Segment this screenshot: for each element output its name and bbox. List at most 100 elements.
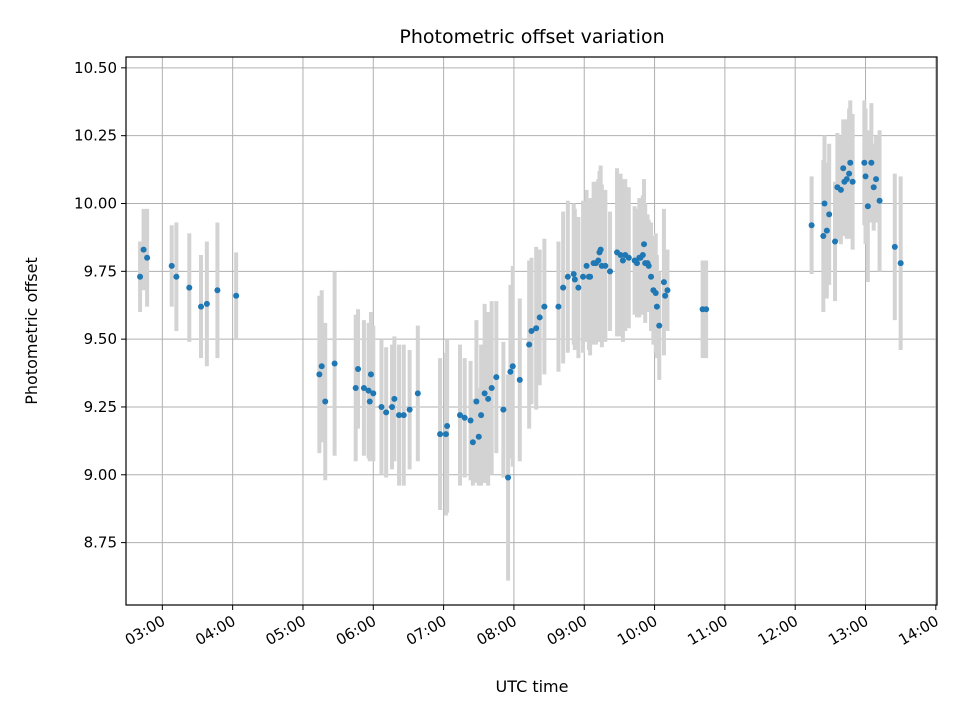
data-point: [846, 170, 853, 177]
x-axis-label: UTC time: [496, 677, 569, 696]
data-point: [461, 414, 468, 421]
data-point: [808, 222, 815, 229]
data-point: [507, 368, 514, 375]
data-point: [467, 417, 474, 424]
y-tick-label: 8.75: [84, 534, 117, 552]
data-point: [316, 371, 323, 378]
data-point: [870, 184, 877, 191]
data-point: [478, 412, 485, 419]
data-point: [847, 159, 854, 166]
data-point: [570, 271, 577, 278]
data-point: [826, 211, 833, 218]
data-point: [144, 254, 151, 261]
data-point: [533, 325, 540, 332]
data-point: [437, 431, 444, 438]
data-point: [607, 268, 614, 275]
y-tick-label: 9.00: [84, 466, 117, 484]
data-point: [370, 390, 377, 397]
data-point: [652, 290, 659, 297]
data-point: [186, 284, 193, 291]
data-point: [444, 422, 451, 429]
data-point: [475, 433, 482, 440]
data-point: [645, 262, 652, 269]
data-point: [493, 374, 500, 381]
data-point: [367, 371, 374, 378]
data-point: [664, 287, 671, 294]
data-point: [662, 292, 669, 299]
y-tick-label: 10.50: [74, 59, 117, 77]
y-tick-label: 9.25: [84, 398, 117, 416]
data-point: [383, 409, 390, 416]
data-point: [233, 292, 240, 299]
data-point: [526, 341, 533, 348]
data-point: [619, 257, 626, 264]
data-point: [876, 197, 883, 204]
data-point: [528, 328, 535, 334]
data-point: [840, 165, 847, 172]
data-point: [322, 398, 329, 405]
data-point: [617, 252, 624, 259]
data-point: [214, 287, 221, 294]
data-point: [365, 387, 372, 394]
data-point: [331, 360, 338, 367]
data-point: [391, 395, 398, 402]
data-point: [516, 376, 523, 383]
data-point: [500, 406, 507, 413]
data-point: [641, 241, 648, 248]
data-point: [473, 398, 480, 405]
data-point: [137, 273, 144, 280]
data-point: [575, 284, 582, 291]
plot-frame: [125, 56, 938, 606]
data-point: [481, 390, 488, 397]
data-point: [580, 273, 587, 280]
data-point: [832, 238, 839, 245]
data-point: [457, 412, 464, 419]
data-point: [355, 365, 362, 372]
data-point: [849, 178, 856, 185]
data-point: [587, 273, 594, 280]
y-tick-label: 10.25: [74, 127, 117, 145]
data-point: [821, 200, 828, 207]
data-point: [583, 262, 590, 269]
data-point: [639, 252, 646, 259]
y-tick-label: 9.50: [84, 330, 117, 348]
data-point: [485, 395, 492, 402]
data-point: [897, 260, 904, 267]
data-point: [837, 186, 844, 193]
data-point: [564, 273, 571, 280]
data-point: [597, 246, 604, 253]
chart-title: Photometric offset variation: [399, 26, 664, 48]
data-point: [203, 300, 210, 307]
data-point: [389, 403, 396, 410]
data-point: [891, 243, 898, 250]
data-point: [602, 262, 609, 269]
data-points: [137, 159, 904, 481]
data-point: [509, 363, 516, 370]
data-point: [168, 262, 175, 269]
data-point: [571, 276, 578, 283]
data-point: [656, 322, 663, 329]
data-point: [560, 284, 567, 291]
data-point: [633, 260, 640, 267]
data-point: [862, 173, 869, 180]
data-point: [536, 314, 543, 321]
data-point: [864, 203, 871, 210]
data-point: [488, 384, 495, 391]
data-point: [595, 257, 602, 264]
data-point: [318, 363, 325, 370]
y-axis-label: Photometric offset: [22, 257, 41, 405]
data-point: [648, 273, 655, 280]
data-point: [378, 403, 385, 410]
data-point: [555, 303, 562, 310]
data-point: [843, 176, 850, 183]
data-point: [366, 398, 373, 405]
data-point: [541, 303, 548, 310]
data-point: [703, 306, 710, 313]
data-point: [653, 303, 660, 310]
data-point: [823, 227, 830, 234]
data-point: [820, 233, 827, 240]
data-point: [414, 390, 421, 397]
data-point: [873, 176, 880, 183]
y-tick-label: 10.00: [74, 194, 117, 212]
